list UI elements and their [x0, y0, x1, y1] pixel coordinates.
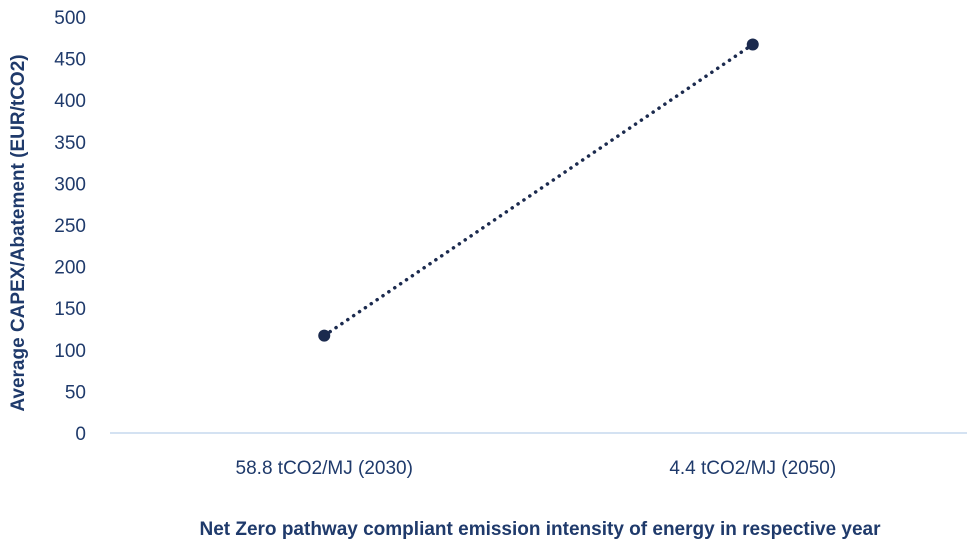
series-layer — [318, 38, 759, 342]
series-line — [322, 42, 755, 338]
y-tick-label: 50 — [65, 382, 86, 403]
x-tick-label: 4.4 tCO2/MJ (2050) — [669, 458, 836, 479]
y-axis-title: Average CAPEX/Abatement (EUR/tCO2) — [8, 54, 29, 411]
y-tick-label: 500 — [54, 8, 86, 29]
data-point — [746, 38, 759, 51]
y-tick-label: 100 — [54, 341, 86, 362]
y-tick-label: 250 — [54, 216, 86, 237]
y-tick-label: 350 — [54, 133, 86, 154]
x-tick-label: 58.8 tCO2/MJ (2030) — [236, 458, 413, 479]
x-tick-labels: 58.8 tCO2/MJ (2030) 4.4 tCO2/MJ (2050) — [236, 458, 837, 479]
y-tick-label: 0 — [75, 424, 86, 445]
y-tick-label: 450 — [54, 50, 86, 71]
data-point — [318, 329, 331, 342]
y-tick-labels: 0 50 100 150 200 250 300 350 400 450 500 — [54, 8, 86, 445]
y-tick-label: 200 — [54, 258, 86, 279]
y-tick-label: 400 — [54, 91, 86, 112]
y-tick-label: 300 — [54, 174, 86, 195]
x-axis-title: Net Zero pathway compliant emission inte… — [199, 519, 881, 540]
y-tick-label: 150 — [54, 299, 86, 320]
